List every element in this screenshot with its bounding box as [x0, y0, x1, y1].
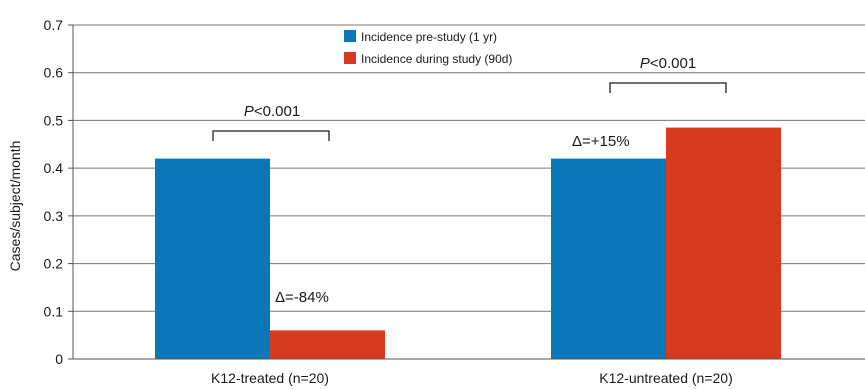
x-tick-label: K12-untreated (n=20) — [599, 370, 732, 386]
y-tick-label: 0 — [55, 351, 63, 367]
axes: 0 0.1 0.2 0.3 0.4 0.5 0.6 0.7 K12-treated (n=20)… — [44, 17, 865, 386]
p-value-untreated: P<0.001 — [640, 55, 696, 72]
legend-swatch-during-study — [344, 52, 356, 64]
legend-label-during-study: Incidence during study (90d) — [361, 52, 512, 66]
y-tick-label: 0.6 — [44, 65, 64, 81]
significance-bracket-treated — [212, 130, 330, 141]
significance-bracket-untreated — [609, 82, 727, 93]
bars — [155, 127, 781, 359]
p-value-treated: P<0.001 — [244, 103, 300, 120]
y-tick-label: 0.7 — [44, 17, 64, 33]
legend: Incidence pre-study (1 yr) Incidence dur… — [344, 30, 512, 66]
bar-treated-during-study — [270, 330, 385, 359]
y-tick-label: 0.3 — [44, 208, 64, 224]
y-tick-label: 0.5 — [44, 112, 64, 128]
y-axis-title: Cases/subject/month — [7, 141, 23, 272]
bar-treated-pre-study — [155, 158, 270, 359]
bar-untreated-pre-study — [551, 158, 666, 359]
y-tick-label: 0.4 — [44, 160, 64, 176]
x-tick-label: K12-treated (n=20) — [211, 370, 329, 386]
legend-swatch-pre-study — [344, 30, 356, 42]
significance-untreated: P<0.001 — [609, 55, 727, 93]
change-label-treated: Δ=-84% — [275, 289, 329, 306]
y-tick-label: 0.1 — [44, 303, 64, 319]
change-label-untreated: Δ=+15% — [572, 133, 630, 150]
significance-treated: P<0.001 — [212, 103, 330, 141]
legend-label-pre-study: Incidence pre-study (1 yr) — [361, 30, 497, 44]
bar-untreated-during-study — [666, 127, 781, 359]
y-tick-label: 0.2 — [44, 256, 64, 272]
